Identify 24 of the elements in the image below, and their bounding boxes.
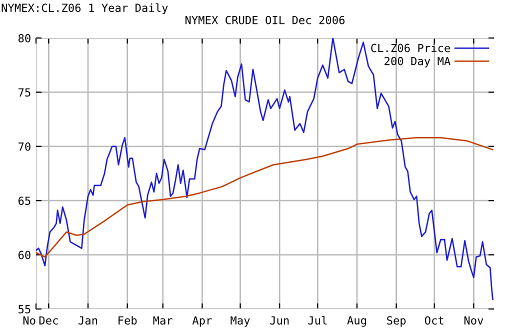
x-tick-label: Aug [347, 316, 366, 327]
chart-title: NYMEX CRUDE OIL Dec 2006 [185, 16, 345, 24]
x-tick-label: Jan [78, 316, 98, 325]
x-tick-label: Jul [308, 316, 327, 325]
y-tick-label: 80 [18, 34, 30, 42]
y-tick-label: 60 [18, 250, 30, 260]
y-tick-label: 75 [18, 88, 30, 97]
x-tick-label: Dec [39, 316, 58, 325]
x-tick-label: May [230, 316, 250, 327]
y-tick-label: 65 [18, 196, 30, 206]
x-tick-label: Sep [387, 316, 406, 327]
legend-label: CL.Z06 Price [371, 44, 450, 52]
x-tick-label: Oct [424, 316, 444, 325]
x-tick-label: Feb [118, 316, 137, 325]
text: NYMEX:CL.Z06 1 Year Daily [2, 3, 168, 14]
x-tick-label: No [23, 316, 36, 325]
x-tick-label: Nov [464, 316, 484, 325]
line-series [36, 137, 494, 258]
x-tick-label: Apr [192, 316, 212, 327]
x-tick-label: Mar [153, 316, 172, 325]
x-tick-label: Jun [270, 316, 289, 325]
legend-label: 200 Day MA [384, 56, 450, 68]
y-tick-label: 55 [18, 305, 30, 314]
y-tick-label: 70 [18, 142, 30, 151]
